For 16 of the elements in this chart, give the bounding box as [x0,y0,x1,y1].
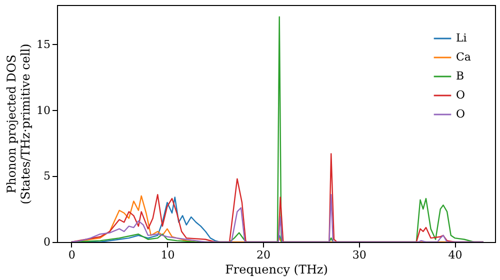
x-tick-label: 40 [448,248,462,262]
y-tick-label: 5 [44,170,50,183]
legend-label: B [456,70,464,82]
y-axis-title: Phonon projected DOS (States/THz·primitive cell) [4,44,33,204]
x-tick-label: 20 [256,248,271,262]
legend-label: O [456,88,466,102]
x-tick-label: 30 [352,248,366,262]
x-axis-title: Frequency (THz) [225,262,328,276]
x-tick-label: 0 [68,248,76,262]
legend-label: Li [456,32,468,44]
x-tick-label: 10 [160,248,175,262]
y-tick-label: 15 [36,38,50,51]
legend-label: O [456,108,466,120]
legend-label: Ca [456,50,472,64]
y-tick-label: 0 [44,236,50,248]
y-tick-label: 10 [36,104,50,117]
